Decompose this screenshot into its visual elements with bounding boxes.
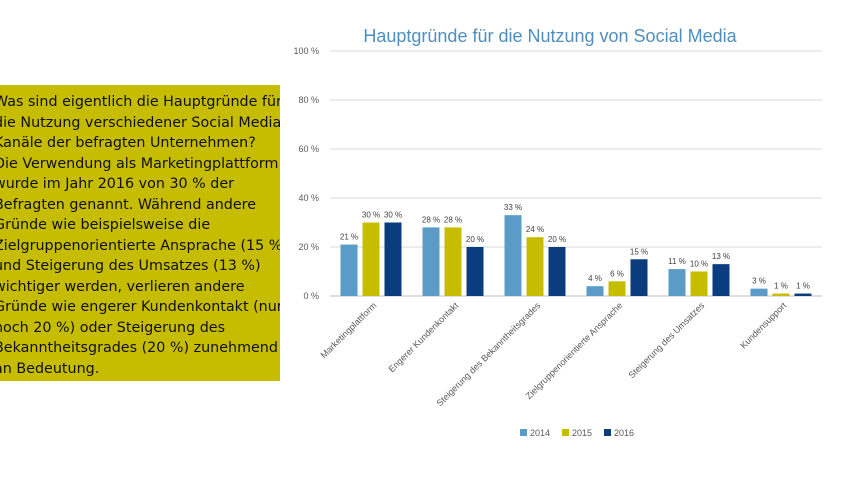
bar-2015 [690,271,708,296]
bar-2015 [772,293,790,296]
bar-2014 [422,227,440,296]
description-line: und Steigerung des Umsatzes (13 %) [0,258,261,274]
legend-label: 2015 [572,428,592,438]
description-line: Was sind eigentlich die Hauptgründe für [0,94,280,110]
description-line: Kanäle der befragten Unternehmen? [0,135,256,151]
bar-2015 [608,281,626,296]
data-label: 21 % [340,233,358,242]
x-category-label: Engerer Kundenkontakt [386,300,460,374]
data-label: 1 % [774,282,788,291]
description-textbox: Was sind eigentlich die Hauptgründe für d… [0,85,280,381]
data-label: 30 % [362,211,380,220]
bar-2016 [384,222,402,296]
data-label: 4 % [588,274,602,283]
x-category-label: Marketingplattform [319,300,379,360]
y-tick-label: 0 % [303,291,319,301]
legend-label: 2014 [530,428,550,438]
y-tick-label: 60 % [298,144,319,154]
x-category-label: Kundensupport [738,300,789,351]
chart-title: Hauptgründe für die Nutzung von Social M… [363,26,737,46]
data-label: 6 % [610,269,624,278]
data-label: 20 % [466,235,484,244]
description-line: Gründe wie beispielsweise die [0,217,211,233]
legend-swatch [562,429,569,436]
data-label: 3 % [752,277,766,286]
legend-label: 2016 [614,428,634,438]
data-label: 28 % [422,215,440,224]
data-label: 1 % [796,282,810,291]
description-line: Befragten genannt. Während andere [0,196,257,213]
data-label: 30 % [384,211,402,220]
bar-2016 [466,247,484,296]
description-line: an Bedeutung. [0,360,100,377]
bar-2015 [526,237,544,296]
y-tick-label: 80 % [298,95,319,105]
description-line: noch 20 %) oder Steigerung des [0,319,226,336]
bar-2014 [668,269,686,296]
description-line: wurde im Jahr 2016 von 30 % der [0,176,235,192]
x-category-label: Zielgruppenorientierte Ansprache [524,300,625,401]
data-label: 24 % [526,225,544,234]
bar-2016 [630,259,648,296]
bar-2014 [750,288,768,296]
x-category-label: Steigerung des Umsatzes [626,300,706,380]
bar-2016 [794,293,812,296]
data-label: 33 % [504,203,522,212]
data-label: 13 % [712,252,730,261]
y-tick-label: 20 % [298,242,319,252]
bar-2015 [444,227,462,296]
legend-swatch [520,429,527,436]
bar-2014 [340,244,358,296]
data-label: 11 % [668,257,686,266]
legend-swatch [604,429,611,436]
description-line: Die Verwendung als Marketingplattform [0,155,279,172]
description-line: die Nutzung verschiedener Social Media [0,114,280,131]
y-tick-label: 100 % [293,46,319,56]
y-tick-label: 40 % [298,193,319,203]
bar-2015 [362,222,380,296]
data-label: 15 % [630,247,648,256]
description-line: Zielgruppenorientierte Ansprache (15 %) [0,237,280,254]
description-line: wichtiger werden, verlieren andere [0,278,245,295]
bar-2014 [504,215,522,296]
description-text: Was sind eigentlich die Hauptgründe für d… [0,92,280,379]
bar-2016 [712,264,730,296]
description-line: Bekanntheitsgrades (20 %) zunehmend [0,340,278,356]
data-label: 28 % [444,215,462,224]
bar-2014 [586,286,604,296]
data-label: 10 % [690,260,708,269]
bar-2016 [548,247,566,296]
data-label: 20 % [548,235,566,244]
description-line: Gründe wie engerer Kundenkontakt (nur [0,299,280,315]
